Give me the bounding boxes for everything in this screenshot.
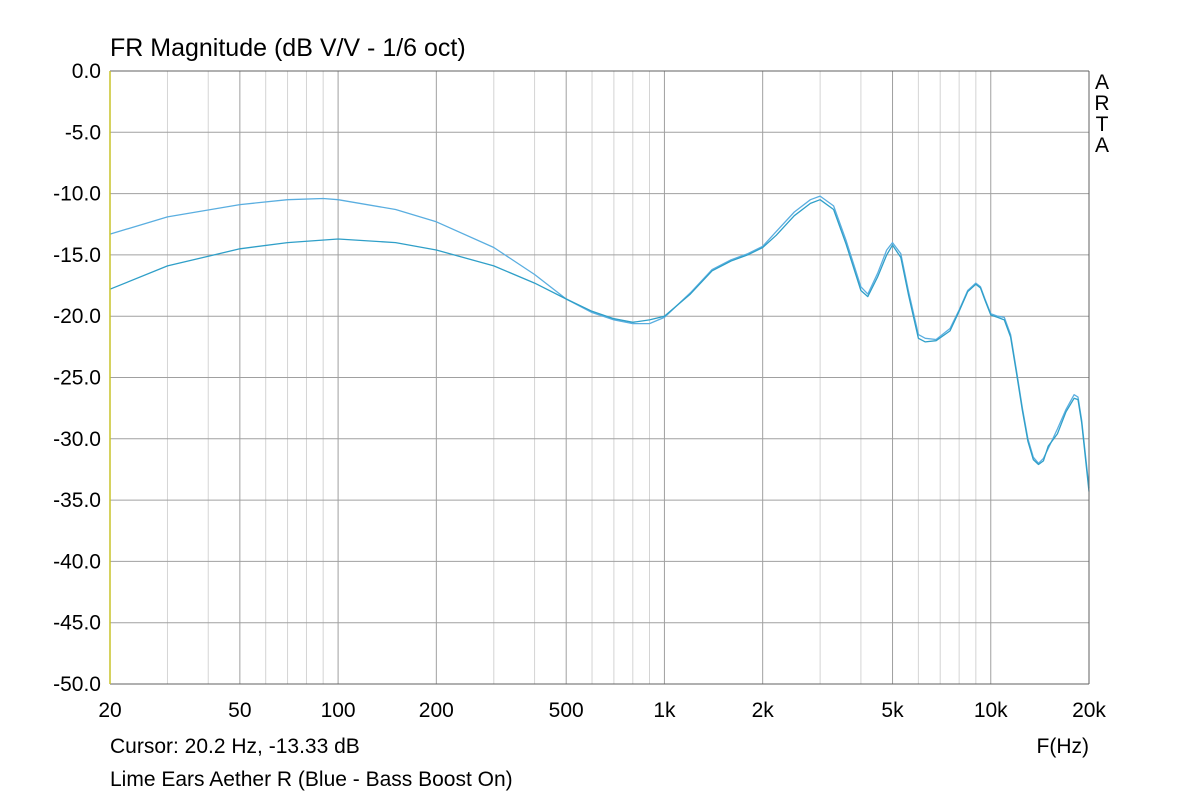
y-tick-label: -5.0 <box>65 121 101 144</box>
y-tick-label: -25.0 <box>53 367 101 390</box>
cursor-readout: Cursor: 20.2 Hz, -13.33 dB <box>110 735 360 758</box>
y-tick-label: -40.0 <box>53 550 101 573</box>
major-grid <box>110 71 1089 684</box>
x-tick-label: 100 <box>321 699 356 722</box>
measurement-caption: Lime Ears Aether R (Blue - Bass Boost On… <box>110 768 513 791</box>
x-axis-unit-label: F(Hz) <box>1036 735 1089 758</box>
plot-frame <box>109 70 1090 685</box>
y-tick-label: -30.0 <box>53 428 101 451</box>
x-tick-label: 1k <box>653 699 676 722</box>
series-line-1 <box>109 195 1090 488</box>
series-line-2 <box>109 199 1090 492</box>
y-tick-label: -10.0 <box>53 183 101 206</box>
y-tick-label: -45.0 <box>53 612 101 635</box>
y-tick-label: -50.0 <box>53 673 101 696</box>
x-tick-label: 200 <box>419 699 454 722</box>
x-tick-label: 500 <box>549 699 584 722</box>
y-tick-label: -20.0 <box>53 305 101 328</box>
x-tick-label: 20k <box>1072 699 1106 722</box>
x-tick-labels: 20 50 100 200 500 1k 2k 5k 10k 20k <box>98 699 1106 722</box>
x-tick-label: 50 <box>228 699 251 722</box>
series-layer <box>109 195 1090 492</box>
chart-title: FR Magnitude (dB V/V - 1/6 oct) <box>110 34 466 62</box>
y-tick-label: -35.0 <box>53 489 101 512</box>
x-tick-label: 5k <box>881 699 904 722</box>
y-tick-labels: 0.0 -5.0 -10.0 -15.0 -20.0 -25.0 -30.0 -35.0 -40… <box>53 60 101 696</box>
x-tick-label: 10k <box>974 699 1008 722</box>
x-tick-label: 20 <box>98 699 121 722</box>
x-tick-label: 2k <box>752 699 775 722</box>
y-tick-label: -15.0 <box>53 244 101 267</box>
y-tick-label: 0.0 <box>72 60 101 83</box>
arta-brand-label: ARTA <box>1094 71 1110 157</box>
